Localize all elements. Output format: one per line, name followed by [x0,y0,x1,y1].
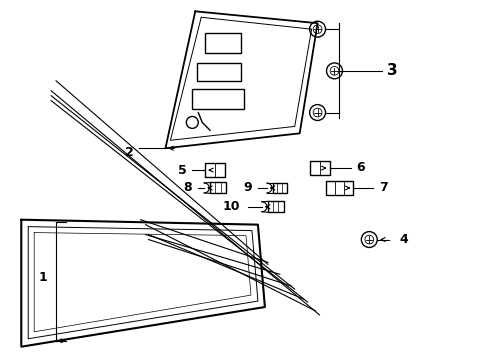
Bar [197,63,241,81]
Bar [267,201,283,212]
Bar [205,33,241,53]
Text: 2: 2 [124,146,133,159]
Bar [210,183,225,193]
Bar [192,89,244,109]
Text: 7: 7 [379,181,387,194]
Text: 1: 1 [39,271,47,284]
Text: 4: 4 [398,233,407,246]
Text: 8: 8 [183,181,192,194]
Text: 5: 5 [177,163,186,176]
Bar [272,183,286,193]
Bar [325,181,353,195]
Text: 3: 3 [386,63,397,78]
Text: 6: 6 [356,161,364,174]
Bar [205,163,224,177]
Text: 9: 9 [243,181,251,194]
Text: 10: 10 [222,200,240,213]
Bar [309,161,329,175]
